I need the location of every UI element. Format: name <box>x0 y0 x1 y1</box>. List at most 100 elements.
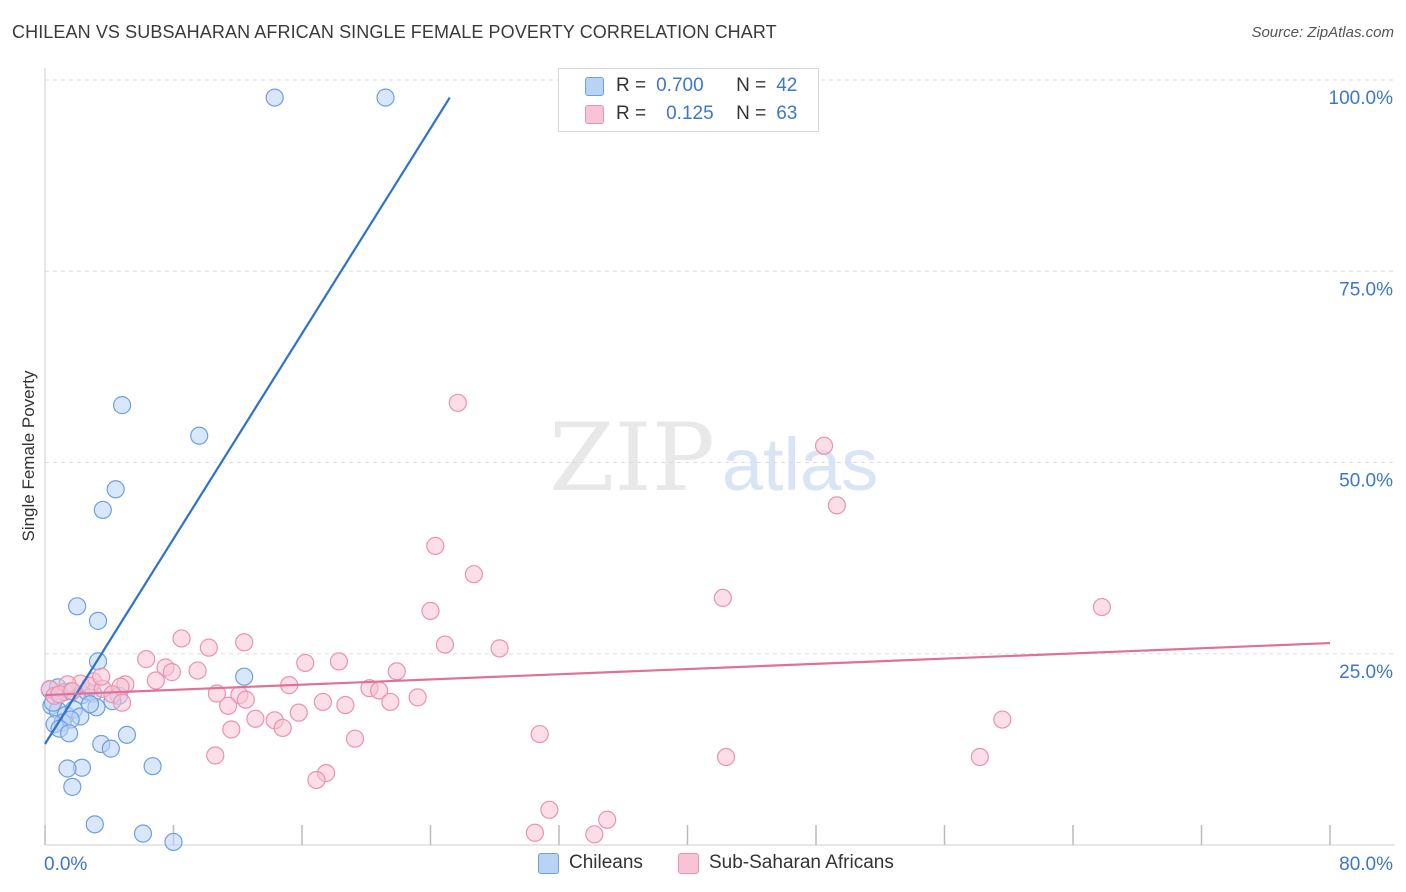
x-tick-label: 80.0% <box>1339 854 1393 875</box>
subsaharan-point <box>345 729 365 748</box>
subsaharan-point <box>598 810 617 829</box>
chilean-point <box>133 824 153 843</box>
chilean-point <box>85 815 104 834</box>
chart-title: CHILEAN VS SUBSAHARAN AFRICAN SINGLE FEM… <box>12 22 777 42</box>
subsaharan-point <box>112 693 132 712</box>
subsaharan-trend-line <box>44 641 1331 697</box>
r-value: 0.700 <box>656 75 704 96</box>
chilean-trend-line <box>44 97 451 745</box>
subsaharan-point <box>713 588 732 608</box>
subsaharan-point <box>273 718 292 738</box>
subsaharan-point <box>530 724 549 744</box>
subsaharan-point <box>219 696 238 715</box>
subsaharan-point <box>307 770 326 790</box>
gridlines <box>45 79 1395 655</box>
subsaharan-point <box>421 601 440 621</box>
subsaharan-point <box>235 633 254 652</box>
legend-row-chileans: R = 0.700 N = 42 <box>585 73 797 99</box>
y-tick-label: 75.0% <box>1339 279 1393 300</box>
subsaharan-point <box>172 629 191 648</box>
watermark: ZIP atlas <box>549 404 878 513</box>
subsaharan-point <box>585 825 604 844</box>
watermark-zip: ZIP <box>549 404 715 513</box>
chilean-point <box>58 759 77 778</box>
subsaharan-point <box>289 703 308 722</box>
subsaharan-point <box>448 393 467 412</box>
n-value: 42 <box>776 75 798 96</box>
y-axis-label: Single Female Poverty <box>19 370 38 542</box>
subsaharan-swatch <box>678 852 699 874</box>
chilean-point <box>101 739 120 758</box>
chilean-point <box>117 725 137 744</box>
subsaharan-point <box>246 709 265 728</box>
subsaharan-point <box>993 710 1012 729</box>
chileans-swatch <box>538 852 559 874</box>
chilean-point <box>376 88 395 107</box>
n-label: N = <box>736 103 767 124</box>
bottom-legend-chileans: Chileans <box>538 852 643 874</box>
trend-lines <box>44 97 1331 745</box>
tick-labels: 25.0% 50.0% 75.0% 100.0% 0.0% 80.0% <box>44 88 1393 875</box>
subsaharan-point <box>525 823 545 842</box>
chilean-point <box>63 777 82 796</box>
source-label: Source: ZipAtlas.com <box>1251 24 1394 41</box>
y-tick-label: 25.0% <box>1339 662 1393 683</box>
r-label: R = <box>616 103 647 124</box>
chilean-point <box>164 832 183 852</box>
subsaharan-point <box>435 635 455 654</box>
subsaharan-point <box>970 747 989 767</box>
subsaharan-point <box>716 747 736 767</box>
chilean-point <box>88 611 108 630</box>
y-tick-label: 50.0% <box>1339 471 1393 492</box>
subsaharan-point <box>199 638 218 657</box>
subsaharan-point <box>490 639 509 658</box>
subsaharan-point <box>464 565 483 584</box>
n-value: 63 <box>776 103 798 124</box>
subsaharan-point <box>313 692 332 712</box>
subsaharan-point <box>162 663 181 682</box>
subsaharan-swatch <box>585 104 604 124</box>
subsaharan-point <box>92 667 111 686</box>
chilean-point <box>112 396 132 415</box>
subsaharan-point <box>137 650 156 669</box>
subsaharan-point <box>146 671 165 690</box>
r-label: R = <box>616 75 647 96</box>
chilean-point <box>265 88 284 107</box>
n-label: N = <box>736 75 767 96</box>
x-tick-label: 0.0% <box>44 854 87 875</box>
subsaharan-point <box>1092 597 1112 617</box>
watermark-atlas: atlas <box>722 423 878 506</box>
bottom-legend-subsaharan: Sub-Saharan Africans <box>678 852 894 874</box>
chilean-point <box>59 724 79 743</box>
chileans-swatch <box>585 76 604 96</box>
subsaharan-point <box>296 653 315 673</box>
subsaharan-point <box>381 692 400 712</box>
subsaharan-point <box>206 746 225 765</box>
chilean-point <box>68 597 87 616</box>
subsaharan-point <box>387 662 406 681</box>
chilean-point <box>190 426 209 445</box>
subsaharan-point <box>814 436 834 455</box>
subsaharan-point <box>336 695 355 715</box>
r-value: 0.125 <box>666 103 714 124</box>
subsaharan-point <box>222 720 241 739</box>
subsaharan-points <box>40 393 1112 844</box>
subsaharan-point <box>188 661 207 680</box>
chileans-label: Chileans <box>569 852 643 873</box>
axes <box>44 68 1395 846</box>
subsaharan-point <box>236 690 255 709</box>
chileans-points <box>40 88 395 852</box>
subsaharan-point <box>540 800 559 819</box>
subsaharan-point <box>408 688 427 707</box>
chilean-point <box>80 695 100 714</box>
chilean-point <box>106 480 125 499</box>
chilean-point <box>143 757 162 776</box>
subsaharan-point <box>329 652 349 671</box>
chilean-point <box>93 500 112 520</box>
correlation-legend: R = 0.700 N = 42 R = 0.125 N = 63 <box>558 68 819 132</box>
subsaharan-point <box>827 496 846 515</box>
chilean-point <box>235 667 254 686</box>
subsaharan-label: Sub-Saharan Africans <box>709 852 894 873</box>
subsaharan-point <box>426 536 445 555</box>
